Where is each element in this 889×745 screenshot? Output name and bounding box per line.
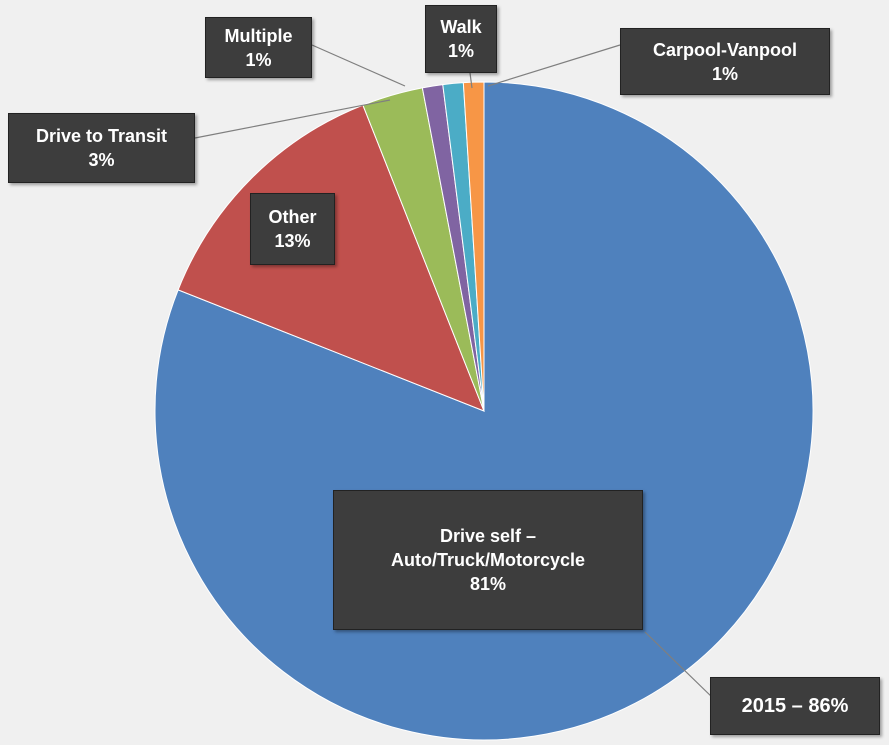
category-label: Walk [440,17,482,37]
category-label: Other [268,207,317,227]
data-label: Drive self – Auto/Truck/Motorcycle 81% [333,490,643,630]
value-label: 81% [469,574,507,594]
value-label: 3% [88,150,115,170]
data-label: Carpool-Vanpool 1% [620,28,830,95]
pie-slice [462,81,485,412]
pie-slice [154,81,814,741]
data-label: Drive to Transit 3% [8,113,195,183]
category-label: Drive self – Auto/Truck/Motorcycle [390,526,586,570]
category-label: Carpool-Vanpool [653,39,797,60]
leader-line [311,44,406,87]
data-label: Walk 1% [425,5,497,73]
category-label: Drive to Transit [35,126,168,146]
data-label: Multiple 1% [205,17,312,78]
value-label: 1% [711,63,738,84]
annotation: 2015 – 86% [710,677,880,735]
value-label: 13% [274,231,311,251]
leader-line [469,72,473,89]
category-label: Multiple [224,25,293,46]
leader-line [644,631,716,701]
data-label: Other 13% [250,193,335,265]
value-label: 1% [245,49,272,70]
leader-line [487,44,621,87]
leader-line [194,99,391,139]
value-label: 1% [447,41,474,61]
